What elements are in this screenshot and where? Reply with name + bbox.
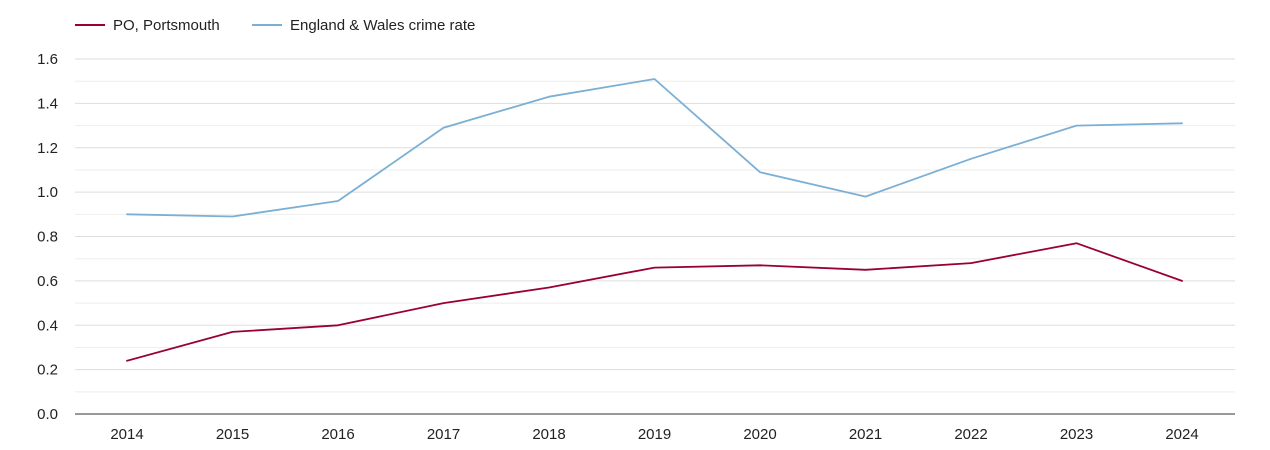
y-tick-label: 1.0 — [37, 184, 58, 201]
x-tick-label: 2022 — [954, 426, 987, 443]
y-tick-label: 0.2 — [37, 362, 58, 379]
x-tick-label: 2014 — [110, 426, 143, 443]
grid — [75, 58, 1235, 393]
series-group — [126, 78, 1183, 362]
legend-label-2: England & Wales crime rate — [290, 17, 475, 34]
y-tick-label: 0.6 — [37, 273, 58, 290]
y-tick-label: 0.4 — [37, 317, 58, 334]
x-tick-label: 2020 — [743, 426, 776, 443]
x-tick-label: 2018 — [532, 426, 565, 443]
x-axis: 2014 2015 2016 2017 2018 2019 2020 2021 2022 2023… — [75, 413, 1235, 443]
x-tick-label: 2019 — [638, 426, 671, 443]
legend: PO, Portsmouth England & Wales crime rate — [75, 17, 475, 34]
y-tick-label: 0.0 — [37, 406, 58, 423]
series-line-1 — [126, 242, 1183, 362]
y-tick-label: 1.4 — [37, 95, 58, 112]
y-tick-label: 0.8 — [37, 229, 58, 246]
x-tick-label: 2021 — [849, 426, 882, 443]
x-tick-label: 2023 — [1060, 426, 1093, 443]
x-tick-label: 2015 — [216, 426, 249, 443]
x-tick-label: 2024 — [1165, 426, 1198, 443]
x-tick-label: 2017 — [427, 426, 460, 443]
series-line-2 — [126, 78, 1183, 218]
legend-label-1: PO, Portsmouth — [113, 17, 220, 34]
y-tick-label: 1.2 — [37, 140, 58, 157]
y-axis: 0.0 0.2 0.4 0.6 0.8 1.0 1.2 1.4 1.6 — [37, 51, 58, 423]
y-tick-label: 1.6 — [37, 51, 58, 68]
x-tick-label: 2016 — [321, 426, 354, 443]
